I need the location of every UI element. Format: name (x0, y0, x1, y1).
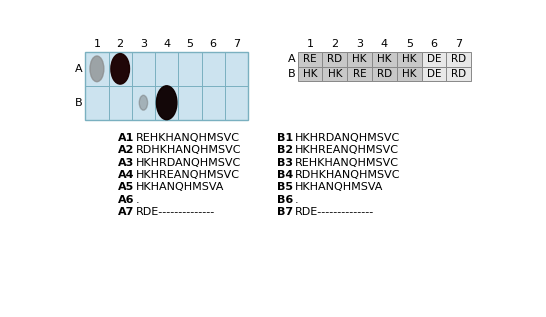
Text: HKHANQHMSVA: HKHANQHMSVA (135, 182, 224, 192)
Text: HKHANQHMSVA: HKHANQHMSVA (294, 182, 383, 192)
Text: B6: B6 (277, 195, 293, 205)
Text: RE: RE (303, 54, 317, 64)
Text: 2: 2 (117, 39, 124, 49)
Text: B2: B2 (277, 146, 293, 155)
Text: REHKHANQHMSVC: REHKHANQHMSVC (135, 133, 240, 143)
Bar (372, 52, 397, 67)
Ellipse shape (157, 86, 177, 120)
Text: RDE--------------: RDE-------------- (135, 207, 215, 217)
Text: 5: 5 (406, 39, 413, 49)
Text: RDHKHANQHMSVC: RDHKHANQHMSVC (294, 170, 400, 180)
Text: RD: RD (377, 69, 392, 79)
Bar (397, 52, 422, 67)
Text: HKHREANQHMSVC: HKHREANQHMSVC (294, 146, 399, 155)
Text: RDHKHANQHMSVC: RDHKHANQHMSVC (135, 146, 241, 155)
Text: HK: HK (352, 54, 367, 64)
Text: 6: 6 (431, 39, 437, 49)
Bar (447, 67, 471, 81)
Text: A4: A4 (117, 170, 134, 180)
Text: HK: HK (377, 54, 391, 64)
Text: 4: 4 (163, 39, 170, 49)
Text: B5: B5 (277, 182, 293, 192)
Bar (323, 67, 347, 81)
Text: HK: HK (303, 69, 317, 79)
Text: HK: HK (328, 69, 342, 79)
Text: HK: HK (402, 54, 417, 64)
Bar (372, 67, 397, 81)
Bar (347, 52, 372, 67)
Text: 4: 4 (381, 39, 388, 49)
Text: B: B (288, 69, 295, 79)
Text: A6: A6 (117, 195, 134, 205)
Text: A5: A5 (118, 182, 134, 192)
Text: DE: DE (427, 69, 441, 79)
Ellipse shape (90, 56, 104, 82)
Text: HKHRDANQHMSVC: HKHRDANQHMSVC (294, 133, 400, 143)
Text: 5: 5 (186, 39, 193, 49)
Text: RDE--------------: RDE-------------- (294, 207, 374, 217)
Text: B1: B1 (277, 133, 293, 143)
Text: B7: B7 (277, 207, 293, 217)
Text: 1: 1 (306, 39, 313, 49)
Bar (347, 67, 372, 81)
Bar (85, 52, 248, 120)
Text: 7: 7 (455, 39, 462, 49)
Text: DE: DE (427, 54, 441, 64)
Text: 1: 1 (93, 39, 100, 49)
Bar (323, 52, 347, 67)
Text: HKHRDANQHMSVC: HKHRDANQHMSVC (135, 158, 241, 168)
Text: A3: A3 (118, 158, 134, 168)
Bar (298, 52, 323, 67)
Bar (298, 67, 323, 81)
Bar (422, 52, 447, 67)
Bar (422, 67, 447, 81)
Text: 3: 3 (356, 39, 363, 49)
Ellipse shape (111, 54, 129, 84)
Text: RD: RD (327, 54, 342, 64)
Text: A2: A2 (118, 146, 134, 155)
Text: REHKHANQHMSVC: REHKHANQHMSVC (294, 158, 399, 168)
Text: A: A (288, 54, 295, 64)
Text: .: . (294, 195, 298, 205)
Text: B: B (75, 98, 83, 108)
Text: HK: HK (402, 69, 417, 79)
Text: A7: A7 (118, 207, 134, 217)
Bar (397, 67, 422, 81)
Bar (447, 52, 471, 67)
Text: 7: 7 (233, 39, 240, 49)
Text: HKHREANQHMSVC: HKHREANQHMSVC (135, 170, 240, 180)
Text: A: A (75, 64, 83, 74)
Text: RE: RE (353, 69, 366, 79)
Text: 6: 6 (210, 39, 217, 49)
Text: RD: RD (452, 54, 466, 64)
Text: RD: RD (452, 69, 466, 79)
Text: .: . (135, 195, 139, 205)
Text: 3: 3 (140, 39, 147, 49)
Text: B4: B4 (277, 170, 293, 180)
Text: B3: B3 (277, 158, 293, 168)
Text: 2: 2 (331, 39, 339, 49)
Ellipse shape (139, 95, 147, 110)
Text: A1: A1 (118, 133, 134, 143)
